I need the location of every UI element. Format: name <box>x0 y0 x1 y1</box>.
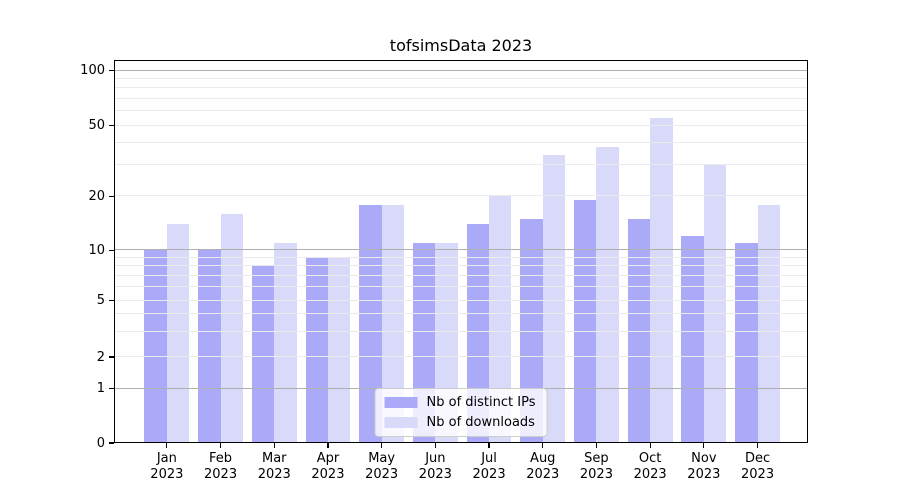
bar-downloads-sep <box>596 146 619 443</box>
gridline-minor-40 <box>114 141 808 143</box>
x-tick-mark-apr <box>327 443 329 448</box>
x-tick-mark-jun <box>434 443 436 448</box>
gridline-minor-9 <box>114 256 808 258</box>
x-tick-label-jun: Jun 2023 <box>418 451 452 482</box>
y-tick-mark-10 <box>109 249 114 251</box>
bar-downloads-dec <box>757 204 780 443</box>
bar-distinct-ips-may <box>359 204 382 443</box>
y-tick-mark-1 <box>109 387 114 390</box>
x-tick-label-jan: Jan 2023 <box>150 451 184 482</box>
x-tick-mark-nov <box>703 443 705 448</box>
x-tick-label-dec: Dec 2023 <box>741 451 775 482</box>
y-tick-mark-50 <box>109 124 114 127</box>
y-tick-mark-100 <box>109 70 114 72</box>
legend-item-distinct-ips: Nb of distinct IPs <box>384 395 536 410</box>
x-tick-label-may: May 2023 <box>365 451 399 482</box>
gridline-minor-2 <box>114 356 808 358</box>
y-tick-label-1: 1 <box>96 380 105 396</box>
gridline-minor-8 <box>114 265 808 267</box>
gridline-minor-7 <box>114 275 808 277</box>
y-tick-mark-2 <box>109 356 114 358</box>
plot-area: 0 1 2 5 10 20 50 100 Jan 2023 Feb 2023 Mar 2023 Apr 20… <box>80 60 808 482</box>
x-axis: Jan 2023 Feb 2023 Mar 2023 Apr 2023 May 2023 Jun 20… <box>114 60 808 482</box>
x-tick-label-nov: Nov 2023 <box>687 451 721 482</box>
gridline-major-10 <box>114 249 808 251</box>
bar-downloads-feb <box>220 213 243 443</box>
bar-downloads-may <box>381 204 405 443</box>
gridline-minor-60 <box>114 110 808 112</box>
y-tick-mark-0 <box>109 442 114 444</box>
x-tick-mark-jan <box>166 443 168 448</box>
gridline-minor-50 <box>114 124 808 126</box>
bar-downloads-aug <box>542 155 566 443</box>
gridlines-layer <box>114 60 808 443</box>
bar-downloads-mar <box>274 242 297 443</box>
y-tick-label-50: 50 <box>88 117 105 133</box>
x-tick-label-sep: Sep 2023 <box>579 451 613 482</box>
gridline-minor-20 <box>114 195 808 197</box>
y-tick-label-20: 20 <box>88 188 105 204</box>
bar-distinct-ips-jan <box>144 250 167 443</box>
bar-distinct-ips-nov <box>681 236 704 443</box>
x-tick-mark-may <box>381 443 383 448</box>
legend-swatch-downloads <box>384 417 418 428</box>
x-tick-label-aug: Aug 2023 <box>526 451 560 482</box>
x-tick-label-apr: Apr 2023 <box>311 451 345 482</box>
x-tick-label-oct: Oct 2023 <box>633 451 667 482</box>
gridline-minor-30 <box>114 164 808 166</box>
x-tick-mark-feb <box>219 443 222 448</box>
bar-downloads-nov <box>703 165 727 443</box>
bar-distinct-ips-sep <box>574 200 597 443</box>
x-tick-mark-mar <box>273 443 275 448</box>
x-tick-label-feb: Feb 2023 <box>204 451 238 482</box>
y-tick-mark-5 <box>109 299 114 302</box>
x-tick-mark-dec <box>756 443 759 448</box>
gridline-minor-4 <box>114 313 808 315</box>
y-tick-mark-20 <box>109 195 114 197</box>
bar-distinct-ips-oct <box>627 218 651 443</box>
y-axis: 0 1 2 5 10 20 50 100 <box>80 60 808 451</box>
bar-distinct-ips-feb <box>198 250 221 443</box>
bar-downloads-jul <box>489 196 512 443</box>
gridline-minor-6 <box>114 286 808 288</box>
bars-layer <box>114 60 808 443</box>
gridline-minor-90 <box>114 78 808 80</box>
bar-distinct-ips-apr <box>305 257 328 443</box>
legend-item-downloads: Nb of downloads <box>384 415 536 430</box>
bar-distinct-ips-aug <box>520 218 543 443</box>
x-tick-mark-oct <box>649 443 651 448</box>
x-tick-label-jul: Jul 2023 <box>472 451 506 482</box>
y-tick-label-100: 100 <box>80 63 105 79</box>
legend-label-distinct-ips: Nb of distinct IPs <box>426 395 536 410</box>
legend-swatch-distinct-ips <box>384 397 418 408</box>
x-tick-mark-jul <box>488 443 490 448</box>
y-tick-label-2: 2 <box>96 349 105 365</box>
y-tick-label-0: 0 <box>96 435 105 451</box>
chart-title: tofsimsData 2023 <box>389 36 533 55</box>
gridline-minor-5 <box>114 299 808 301</box>
gridline-major-100 <box>114 69 808 71</box>
y-tick-label-10: 10 <box>88 242 105 258</box>
gridline-minor-70 <box>114 97 808 99</box>
legend-label-downloads: Nb of downloads <box>426 415 535 430</box>
x-tick-mark-aug <box>542 443 544 448</box>
bar-downloads-apr <box>327 257 351 443</box>
y-tick-label-5: 5 <box>96 292 105 308</box>
bar-distinct-ips-dec <box>735 242 758 443</box>
bar-downloads-oct <box>650 117 673 443</box>
gridline-minor-3 <box>114 331 808 333</box>
legend: Nb of distinct IPs Nb of downloads <box>374 388 548 437</box>
bar-distinct-ips-mar <box>251 266 275 443</box>
x-tick-mark-sep <box>595 443 598 448</box>
x-tick-label-mar: Mar 2023 <box>257 451 291 482</box>
gridline-minor-80 <box>114 87 808 89</box>
